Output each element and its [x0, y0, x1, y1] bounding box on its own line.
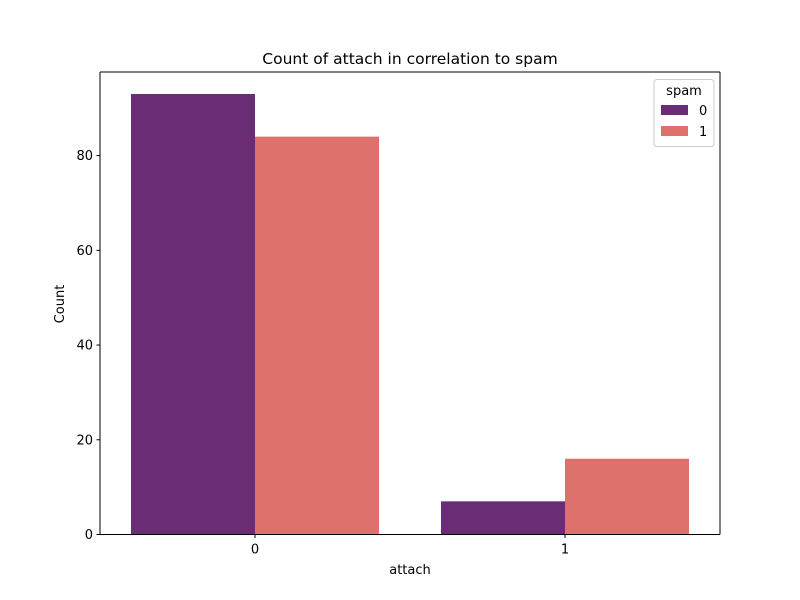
axes-frame [99, 71, 721, 535]
y-axis-label: Count [53, 285, 68, 324]
bar-spam-0-attach-0 [131, 94, 255, 535]
y-tick-label-60: 60 [76, 244, 93, 259]
x-tick-label-0: 0 [251, 543, 259, 558]
legend-title: spam [666, 84, 702, 99]
x-axis-label: attach [389, 563, 431, 578]
bar-spam-1-attach-1 [565, 458, 689, 535]
x-tick-label-1: 1 [561, 543, 569, 558]
legend-label-0: 0 [699, 104, 707, 119]
bars-group [131, 94, 689, 535]
bar-spam-1-attach-0 [255, 136, 379, 535]
y-tick-label-80: 80 [76, 149, 93, 164]
legend-swatch-1 [661, 126, 688, 136]
legend: spam 01 [653, 79, 715, 147]
y-tick-label-0: 0 [85, 528, 93, 543]
chart-title: Count of attach in correlation to spam [262, 50, 557, 68]
y-ticks-group: 0 20 40 60 80 [76, 149, 100, 543]
legend-items: 01 [661, 104, 707, 140]
y-tick-label-20: 20 [76, 433, 93, 448]
legend-swatch-0 [661, 105, 688, 115]
legend-label-1: 1 [699, 125, 707, 140]
y-tick-label-40: 40 [76, 339, 93, 354]
bar-spam-0-attach-1 [441, 501, 565, 535]
